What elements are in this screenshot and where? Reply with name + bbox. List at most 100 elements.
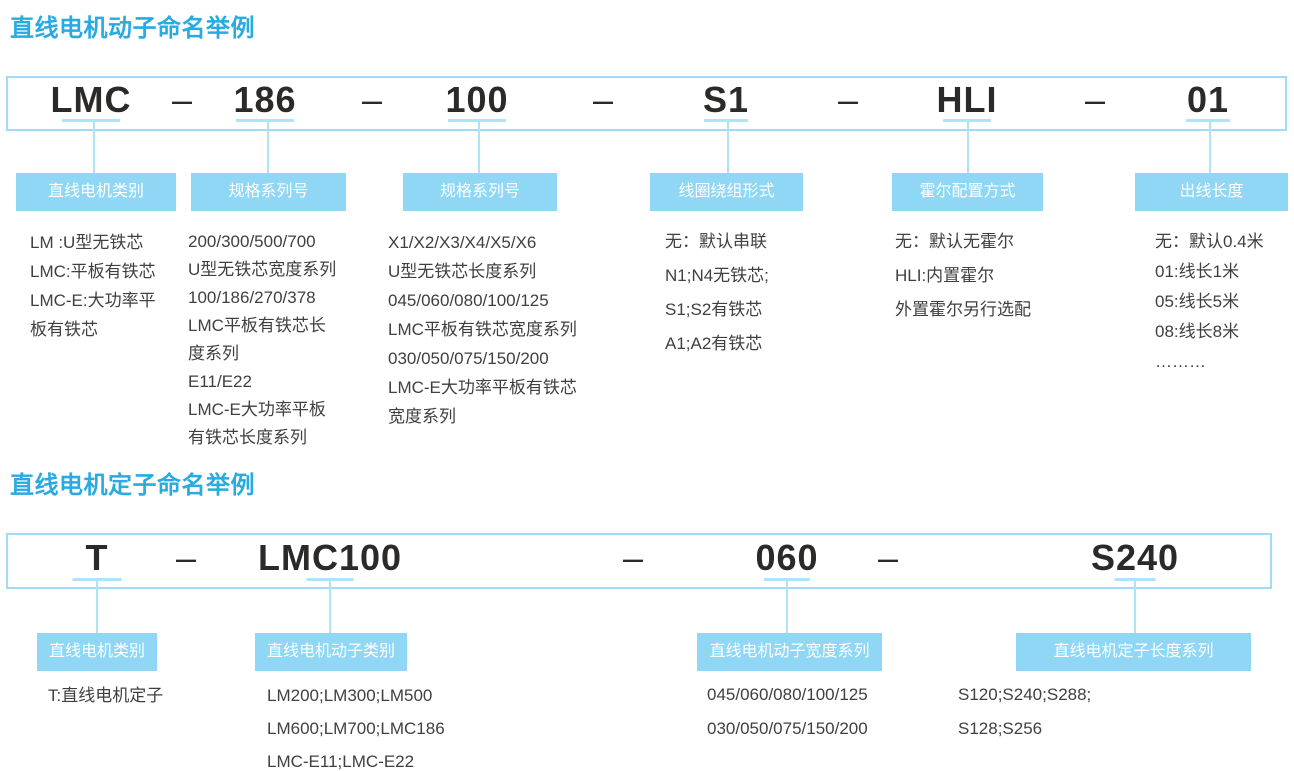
text-line: 05:线长5米 (1155, 292, 1240, 311)
code-underline (764, 578, 810, 581)
connector-line (96, 581, 98, 633)
connector-line (267, 122, 269, 173)
field-description: 无：默认无霍尔 HLI:内置霍尔外置霍尔另行选配 (895, 225, 1031, 327)
field-label: 直线电机动子类别 (255, 633, 407, 671)
text-line: A1;A2有铁芯 (665, 334, 763, 353)
dash-separator: – (171, 79, 193, 120)
text-line: E11/E22 (188, 372, 252, 391)
field-description: T:直线电机定子 (48, 679, 163, 712)
text-line: LM200;LM300;LM500 (267, 686, 433, 705)
connector-line (93, 122, 95, 173)
field-description: 无：默认串联 N1;N4无铁芯; S1;S2有铁芯 A1;A2有铁芯 (665, 225, 769, 361)
text-line: U型无铁芯长度系列 (388, 262, 537, 281)
code-part: HLI (936, 79, 998, 120)
text-line: HLI:内置霍尔 (895, 266, 995, 285)
text-line: LM600;LM700;LMC186 (267, 719, 445, 738)
code-underline (236, 119, 294, 122)
connector-line (727, 122, 729, 173)
text-line: LMC-E:大功率平 (30, 291, 156, 310)
text-line: N1;N4无铁芯; (665, 266, 769, 285)
code-underline (62, 119, 120, 122)
dash-separator: – (622, 537, 644, 578)
text-line: 01:线长1米 (1155, 262, 1240, 281)
field-label: 直线电机类别 (37, 633, 157, 671)
field-label: 线圈绕组形式 (650, 173, 803, 211)
text-line: LMC-E大功率平板 (188, 400, 326, 419)
code-underline (306, 578, 354, 581)
code-part: LMC100 (257, 537, 403, 578)
code-underline (1114, 578, 1156, 581)
dash-separator: – (592, 79, 614, 120)
code-underline (448, 119, 506, 122)
connector-line (1134, 581, 1136, 633)
field-description: LM200;LM300;LM500 LM600;LM700;LMC186 LMC-E… (267, 679, 445, 771)
text-line: S120;S240;S288; (958, 685, 1092, 704)
connector-line (478, 122, 480, 173)
connector-line (967, 122, 969, 173)
dash-separator: – (877, 537, 899, 578)
code-part: 186 (233, 79, 297, 120)
field-label: 出线长度 (1135, 173, 1288, 211)
text-line: ……… (1155, 352, 1206, 371)
field-description: LM :U型无铁芯 LMC:平板有铁芯 LMC-E:大功率平 板有铁芯 (30, 228, 156, 344)
text-line: 200/300/500/700 (188, 232, 316, 251)
stator-code-box (6, 533, 1272, 589)
field-label: 霍尔配置方式 (892, 173, 1043, 211)
text-line: 有铁芯长度系列 (188, 428, 307, 447)
field-label: 规格系列号 (191, 173, 346, 211)
code-part: 01 (1186, 79, 1230, 120)
code-underline (943, 119, 991, 122)
text-line: S1;S2有铁芯 (665, 300, 763, 319)
dash-separator: – (837, 79, 859, 120)
text-line: LM :U型无铁芯 (30, 233, 144, 252)
field-label: 直线电机类别 (16, 173, 176, 211)
text-line: 度系列 (188, 344, 239, 363)
dash-separator: – (175, 537, 197, 578)
text-line: LMC平板有铁芯长 (188, 316, 326, 335)
code-part: 060 (755, 537, 819, 578)
code-part: S1 (702, 79, 750, 120)
field-label: 直线电机定子长度系列 (1016, 633, 1251, 671)
field-description: 无：默认0.4米 01:线长1米 05:线长5米 08:线长8米 ……… (1155, 227, 1264, 377)
text-line: LMC平板有铁芯宽度系列 (388, 320, 577, 339)
field-label: 规格系列号 (403, 173, 557, 211)
text-line: 08:线长8米 (1155, 322, 1240, 341)
field-description: S120;S240;S288; S128;S256 (958, 678, 1091, 746)
text-line: 无：默认串联 (665, 232, 767, 251)
code-part: S240 (1090, 537, 1180, 578)
field-description: 045/060/080/100/125 030/050/075/150/200 (707, 678, 868, 746)
text-line: LMC-E大功率平板有铁芯 (388, 378, 577, 397)
mover-code-box (6, 76, 1287, 131)
code-part: LMC (50, 79, 132, 120)
text-line: 100/186/270/378 (188, 288, 316, 307)
text-line: 030/050/075/150/200 (707, 719, 868, 738)
dash-separator: – (1084, 79, 1106, 120)
text-line: 无：默认无霍尔 (895, 232, 1014, 251)
code-underline (704, 119, 748, 122)
text-line: 外置霍尔另行选配 (895, 300, 1031, 319)
text-line: 030/050/075/150/200 (388, 349, 549, 368)
text-line: U型无铁芯宽度系列 (188, 260, 337, 279)
connector-line (786, 581, 788, 633)
connector-line (329, 581, 331, 633)
field-label: 直线电机动子宽度系列 (697, 633, 882, 671)
text-line: T:直线电机定子 (48, 686, 164, 705)
field-description: 200/300/500/700 U型无铁芯宽度系列 100/186/270/378 L… (188, 228, 336, 452)
code-underline (72, 578, 122, 581)
text-line: 板有铁芯 (30, 320, 98, 339)
code-underline (1186, 119, 1230, 122)
text-line: X1/X2/X3/X4/X5/X6 (388, 233, 537, 252)
text-line: S128;S256 (958, 719, 1043, 738)
text-line: LMC-E11;LMC-E22 (267, 752, 415, 771)
text-line: LMC:平板有铁芯 (30, 262, 156, 281)
code-part: 100 (445, 79, 509, 120)
text-line: 无：默认0.4米 (1155, 232, 1264, 251)
text-line: 045/060/080/100/125 (707, 685, 868, 704)
connector-line (1209, 122, 1211, 173)
mover-section-title: 直线电机动子命名举例 (10, 15, 255, 42)
text-line: 045/060/080/100/125 (388, 291, 549, 310)
stator-section-title: 直线电机定子命名举例 (10, 472, 255, 499)
field-description: X1/X2/X3/X4/X5/X6 U型无铁芯长度系列 045/060/080/10… (388, 228, 577, 431)
text-line: 宽度系列 (388, 407, 456, 426)
